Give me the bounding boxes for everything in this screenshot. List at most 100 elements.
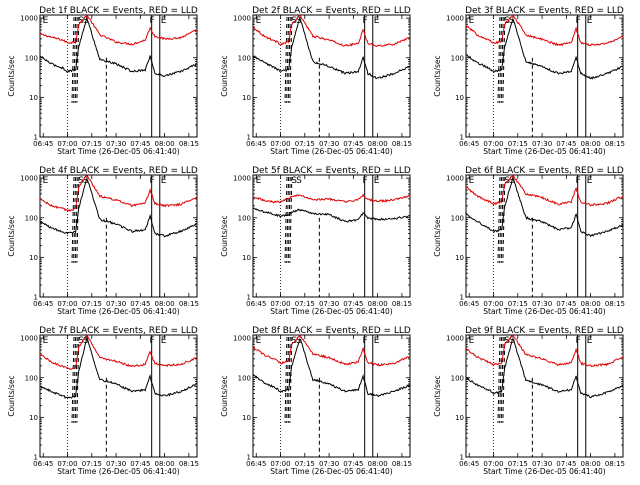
flag-s: S	[504, 176, 510, 186]
x-tick-label: 07:00	[57, 140, 77, 148]
flag-s: S	[78, 176, 84, 186]
y-tick-label: 1	[34, 134, 38, 142]
x-tick-label: 08:15	[179, 300, 199, 308]
marker-line-dashed	[287, 336, 291, 423]
series-lld-line	[253, 193, 410, 204]
y-axis-label: Counts/sec	[7, 215, 16, 256]
panel-title: Det 6f BLACK = Events, RED = LLD	[465, 166, 624, 176]
flag-e: E	[161, 336, 167, 346]
x-axis-label: Start Time (26-Dec-05 06:41:40)	[483, 147, 605, 156]
x-tick-label: 07:15	[82, 300, 102, 308]
flag-e: E	[587, 176, 593, 186]
flag-s: S	[291, 336, 297, 346]
series-lld-line	[466, 15, 623, 47]
panel-det-2: Det 2f BLACK = Events, RED = LLD 1 10 100 10…	[220, 6, 412, 156]
y-tick-label: 1000	[233, 175, 251, 183]
x-tick-label: 07:45	[130, 140, 150, 148]
series-lld-line	[40, 335, 197, 370]
x-tick-label: 07:30	[532, 300, 552, 308]
y-tick-label: 10	[242, 94, 251, 102]
x-tick-label: 08:00	[155, 300, 175, 308]
marker-line-dashed	[284, 336, 288, 423]
flag-e: E	[43, 336, 49, 346]
flag-e: E	[256, 336, 262, 346]
x-tick-label: 07:30	[319, 300, 339, 308]
marker-line-dashed	[287, 176, 291, 263]
y-tick-label: 1000	[233, 15, 251, 23]
x-tick-label: 06:45	[459, 140, 479, 148]
marker-line-dashed	[289, 16, 293, 103]
marker-line-dashed	[284, 16, 288, 103]
flag-e: E	[374, 176, 380, 186]
marker-line-dashed	[71, 336, 75, 423]
x-tick-label: 08:15	[179, 140, 199, 148]
flag-e: E	[469, 16, 475, 26]
y-tick-label: 10	[29, 94, 38, 102]
x-tick-label: 07:30	[532, 140, 552, 148]
y-tick-label: 1000	[233, 335, 251, 343]
series-events-line	[466, 17, 623, 80]
marker-line-dashed	[497, 16, 501, 103]
y-tick-label: 100	[25, 374, 38, 382]
flag-f: F	[362, 176, 367, 186]
x-tick-label: 08:15	[605, 300, 625, 308]
y-tick-label: 10	[455, 94, 464, 102]
flag-s: S	[291, 176, 297, 186]
panel-title: Det 7f BLACK = Events, RED = LLD	[39, 326, 198, 336]
series-events-line	[466, 337, 623, 399]
flag-f: F	[149, 336, 154, 346]
x-tick-label: 08:00	[155, 460, 175, 468]
x-tick-label: 07:30	[319, 460, 339, 468]
marker-line-dashed	[74, 16, 78, 103]
x-axis-label: Start Time (26-Dec-05 06:41:40)	[483, 307, 605, 316]
marker-line-dashed	[500, 16, 504, 103]
flag-s: S	[78, 336, 84, 346]
y-tick-label: 1000	[20, 175, 38, 183]
series-events-line	[40, 335, 197, 399]
series-lld-line	[40, 175, 197, 212]
panel-det-9: Det 9f BLACK = Events, RED = LLD 1 10 100 10…	[433, 326, 625, 476]
x-tick-label: 08:00	[581, 460, 601, 468]
x-tick-label: 07:45	[556, 140, 576, 148]
y-axis-label: Counts/sec	[433, 55, 442, 96]
x-tick-label: 06:45	[246, 460, 266, 468]
x-tick-label: 07:45	[556, 300, 576, 308]
y-tick-label: 100	[451, 54, 464, 62]
y-axis-label: Counts/sec	[433, 375, 442, 416]
plot-frame	[39, 174, 198, 298]
x-axis-label: Start Time (26-Dec-05 06:41:40)	[483, 467, 605, 476]
marker-line-dashed	[76, 16, 80, 103]
marker-line-dashed	[289, 176, 293, 263]
y-axis-label: Counts/sec	[220, 55, 229, 96]
panel-title: Det 9f BLACK = Events, RED = LLD	[465, 326, 624, 336]
plot-frame	[252, 14, 411, 138]
y-tick-label: 1	[247, 134, 251, 142]
marker-line-dashed	[286, 16, 290, 103]
series-lld-line	[253, 335, 410, 367]
panel-title: Det 8f BLACK = Events, RED = LLD	[252, 326, 411, 336]
plot-frame	[39, 14, 198, 138]
plot-frame	[39, 334, 198, 458]
y-tick-label: 1000	[446, 335, 464, 343]
x-tick-label: 08:00	[581, 300, 601, 308]
marker-line-dashed	[284, 176, 288, 263]
marker-line-dashed	[289, 336, 293, 423]
y-tick-label: 100	[238, 214, 251, 222]
marker-line-dashed	[73, 336, 77, 423]
y-tick-label: 1000	[20, 15, 38, 23]
panel-det-3: Det 3f BLACK = Events, RED = LLD 1 10 100 10…	[433, 6, 625, 156]
y-tick-label: 1	[247, 294, 251, 302]
x-tick-label: 07:15	[82, 140, 102, 148]
x-axis-label: Start Time (26-Dec-05 06:41:40)	[57, 467, 179, 476]
series-lld-line	[253, 15, 410, 48]
marker-line-dashed	[73, 176, 77, 263]
y-tick-label: 10	[29, 254, 38, 262]
panel-title: Det 5f BLACK = Events, RED = LLD	[252, 166, 411, 176]
series-events-line	[466, 176, 623, 238]
panel-det-7: Det 7f BLACK = Events, RED = LLD 1 10 100 10…	[7, 326, 199, 476]
flag-e: E	[374, 336, 380, 346]
y-tick-label: 1000	[446, 15, 464, 23]
series-events-line	[253, 338, 410, 398]
series-lld-line	[466, 175, 623, 207]
marker-line-dashed	[73, 16, 77, 103]
